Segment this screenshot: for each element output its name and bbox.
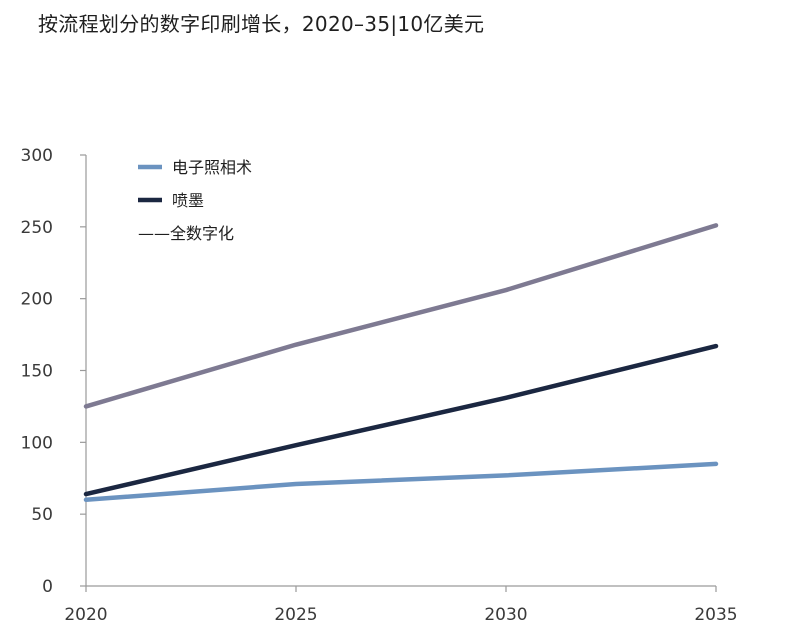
series-lines	[83, 223, 719, 503]
legend-label-1: 喷墨	[172, 191, 204, 210]
y-tick-label: 100	[21, 433, 53, 453]
legend-label-0: 电子照相术	[172, 158, 252, 177]
series-line-1	[83, 343, 719, 497]
y-tick-label: 300	[21, 146, 53, 166]
chart-axes: 0 50 100 150 200 250 300 2020 2025 2030 2035	[21, 146, 738, 625]
y-tick-label: 0	[42, 577, 53, 597]
y-tick-label: 200	[21, 290, 53, 310]
x-tick-label: 2025	[274, 605, 317, 625]
chart-title: 按流程划分的数字印刷增长，2020–35|10亿美元	[38, 12, 485, 36]
y-tick-label: 50	[31, 505, 53, 525]
series-line-0	[83, 461, 719, 503]
series-line-2	[83, 223, 719, 409]
legend-label-2: ——全数字化	[138, 224, 234, 243]
x-tick-label: 2035	[694, 605, 737, 625]
y-tick-label: 150	[21, 362, 53, 382]
y-tick-label: 250	[21, 218, 53, 238]
x-tick-label: 2030	[484, 605, 527, 625]
x-tick-label: 2020	[64, 605, 107, 625]
